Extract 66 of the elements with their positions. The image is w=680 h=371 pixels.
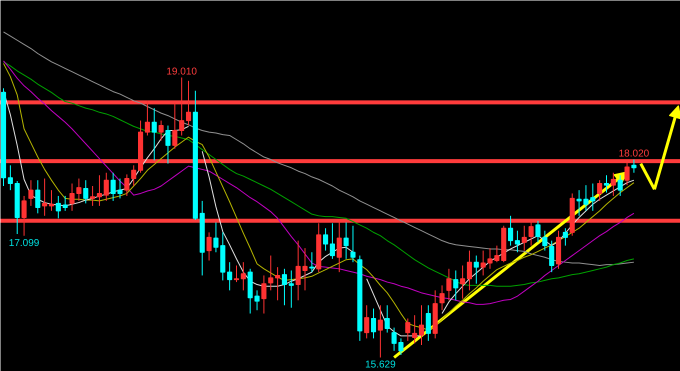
- candlestick: [370, 308, 376, 339]
- candlestick: [474, 255, 479, 284]
- candlestick: [446, 268, 452, 301]
- candlestick: [206, 232, 212, 262]
- candlestick: [42, 178, 48, 216]
- candlestick: [378, 304, 383, 358]
- candlestick: [426, 304, 431, 342]
- candlestick: [405, 318, 410, 342]
- candlestick: [158, 120, 164, 141]
- candlestick: [562, 228, 568, 246]
- candlestick: [152, 108, 157, 161]
- candlestick: [631, 159, 636, 174]
- candlestick: [296, 240, 301, 301]
- candlestick: [309, 252, 314, 273]
- candlestick: [514, 230, 520, 253]
- candlestick: [350, 225, 356, 263]
- candlestick: [412, 314, 418, 344]
- candlestick: [124, 174, 130, 196]
- candlestick: [131, 164, 136, 186]
- candlestick: [110, 172, 116, 202]
- candlestick: [323, 228, 328, 252]
- candlestick: [275, 266, 280, 301]
- candlestick: [90, 186, 96, 206]
- candlestick: [549, 240, 554, 273]
- candlestick: [597, 180, 602, 202]
- candlestick: [384, 304, 390, 334]
- candlestick: [227, 262, 232, 291]
- candlestick: [240, 262, 246, 291]
- candlestick: [439, 284, 445, 311]
- annotation: 19.010: [166, 66, 198, 78]
- candlestick: [268, 255, 274, 291]
- candlestick: [618, 174, 623, 196]
- annotation: 17.099: [8, 238, 40, 249]
- annotation: 18.020: [618, 148, 650, 160]
- candlestick: [535, 220, 541, 243]
- candlestick: [344, 222, 349, 260]
- candlestick: [610, 172, 616, 196]
- candlestick: [460, 265, 466, 300]
- candlestick: [8, 164, 13, 191]
- candlestick: [165, 125, 171, 164]
- annotation: 15.629: [365, 360, 396, 371]
- candlestick: [480, 250, 486, 276]
- candlestick: [117, 178, 123, 199]
- candlestick: [487, 248, 493, 270]
- candlestick: [542, 230, 548, 252]
- candlestick: [418, 304, 424, 346]
- candlestick: [254, 290, 260, 311]
- candlestick: [364, 304, 370, 339]
- candlestick: [522, 225, 527, 252]
- candlestick: [48, 190, 54, 212]
- candlestick: [83, 180, 88, 204]
- candlestick: [576, 190, 582, 216]
- candlestick: [76, 178, 82, 202]
- candlestick: [604, 174, 610, 194]
- candlestick: [330, 222, 335, 260]
- candlestick: [466, 250, 472, 291]
- candlestick: [398, 338, 404, 356]
- candlestick: [69, 183, 75, 212]
- candlestick: [261, 274, 266, 314]
- candlestick: [35, 180, 40, 214]
- candlestick: [508, 215, 514, 246]
- candlestick: [234, 265, 240, 283]
- candlestick: [302, 248, 308, 291]
- candlestick: [28, 180, 34, 206]
- candlestick: [392, 327, 397, 352]
- candlestick: [453, 270, 458, 301]
